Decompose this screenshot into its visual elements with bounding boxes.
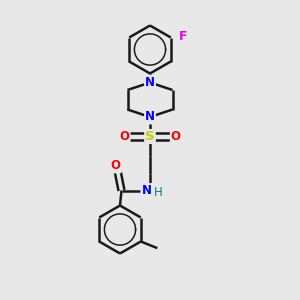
Text: O: O bbox=[171, 130, 181, 143]
Text: N: N bbox=[141, 184, 152, 197]
Text: O: O bbox=[119, 130, 129, 143]
Text: O: O bbox=[110, 159, 121, 172]
Text: N: N bbox=[145, 110, 155, 124]
Text: N: N bbox=[145, 76, 155, 89]
Text: F: F bbox=[179, 29, 188, 43]
Text: S: S bbox=[145, 130, 155, 143]
Text: H: H bbox=[154, 186, 163, 200]
